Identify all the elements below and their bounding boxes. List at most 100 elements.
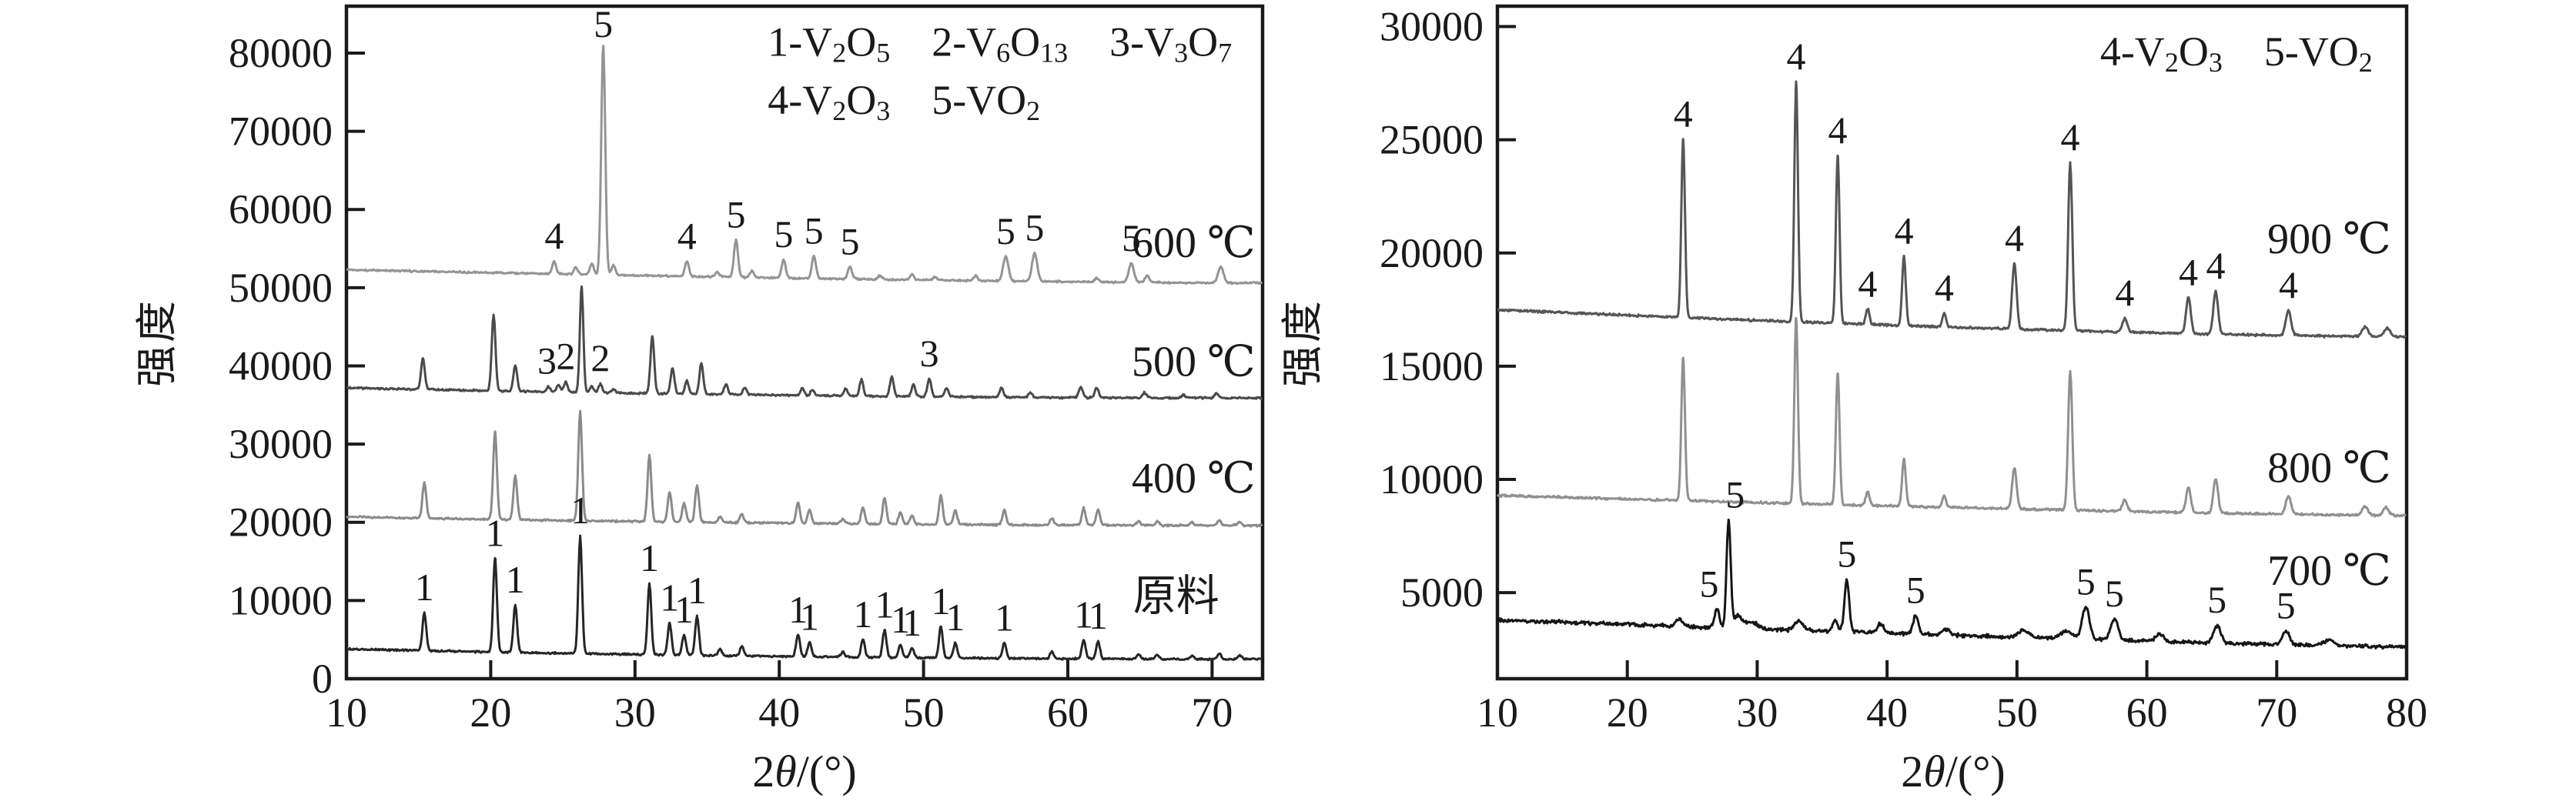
peak-label: 3 bbox=[920, 332, 939, 375]
curve-900c bbox=[1497, 80, 2407, 339]
peak-label: 4 bbox=[1674, 92, 1693, 135]
series-label-curve-400c: 400 ℃ bbox=[1132, 455, 1256, 502]
y-tick-label: 0 bbox=[312, 656, 333, 702]
series-label-curve-900c: 900 ℃ bbox=[2267, 215, 2391, 263]
curve-700c bbox=[1496, 518, 2407, 650]
peak-label: 1 bbox=[660, 576, 679, 619]
peak-label: 1 bbox=[902, 601, 922, 644]
x-axis-label: 2θ/(°) bbox=[752, 746, 856, 796]
y-tick-label: 20000 bbox=[1380, 230, 1484, 276]
y-tick-label: 5000 bbox=[1400, 569, 1484, 616]
y-tick-label: 30000 bbox=[229, 421, 333, 467]
x-tick-label: 10 bbox=[326, 689, 367, 736]
series-label-curve-700c: 700 ℃ bbox=[2267, 547, 2391, 595]
peak-label: 5 bbox=[726, 192, 745, 235]
peak-label: 4 bbox=[1787, 35, 1806, 78]
y-tick-label: 50000 bbox=[229, 265, 333, 311]
peak-label: 1 bbox=[891, 598, 910, 641]
curve-800c bbox=[1496, 316, 2407, 518]
x-tick-label: 10 bbox=[1477, 689, 1518, 736]
x-tick-label: 40 bbox=[1866, 689, 1908, 736]
peak-label: 1 bbox=[1089, 594, 1108, 637]
y-tick-label: 10000 bbox=[1380, 456, 1484, 502]
x-tick-label: 50 bbox=[903, 689, 945, 736]
legend-line: 4-V2O3 5-VO2 bbox=[2100, 28, 2373, 78]
peak-label: 1 bbox=[506, 558, 525, 601]
peak-label: 5 bbox=[996, 209, 1015, 252]
y-tick-label: 10000 bbox=[229, 577, 333, 623]
y-tick-label: 25000 bbox=[1380, 117, 1484, 163]
peak-label: 5 bbox=[2277, 584, 2296, 627]
peak-label: 1 bbox=[1074, 593, 1093, 636]
peak-label: 4 bbox=[1935, 266, 1954, 309]
x-tick-label: 60 bbox=[2126, 689, 2168, 736]
x-tick-label: 70 bbox=[2256, 689, 2297, 736]
legend-line: 1-V2O5 2-V6O13 3-V3O7 bbox=[768, 19, 1232, 68]
peak-label: 5 bbox=[1906, 569, 1925, 612]
peak-label: 4 bbox=[1895, 209, 1914, 252]
peak-label: 5 bbox=[2076, 560, 2096, 603]
peak-label: 4 bbox=[1828, 109, 1848, 152]
series-label-curve-raw: 原料 bbox=[1133, 573, 1219, 620]
x-tick-label: 20 bbox=[470, 689, 511, 736]
series-label-curve-600c: 600 ℃ bbox=[1132, 219, 1256, 267]
y-tick-label: 40000 bbox=[229, 342, 333, 389]
peak-label: 4 bbox=[677, 215, 697, 258]
peak-label: 1 bbox=[945, 596, 965, 639]
peak-label: 4 bbox=[544, 214, 564, 257]
x-tick-label: 30 bbox=[614, 689, 656, 736]
peak-label: 2 bbox=[556, 335, 575, 378]
peak-label: 5 bbox=[1025, 205, 1044, 249]
x-tick-label: 50 bbox=[1996, 689, 2038, 736]
peak-label: 4 bbox=[1858, 262, 1877, 305]
peak-label: 1 bbox=[800, 595, 819, 638]
y-axis-label: 强度 bbox=[134, 298, 180, 387]
peak-label: 5 bbox=[1837, 533, 1856, 576]
peak-label: 1 bbox=[788, 588, 808, 631]
peak-label: 4 bbox=[2206, 244, 2225, 287]
peak-label: 1 bbox=[486, 511, 505, 554]
y-tick-label: 20000 bbox=[229, 499, 333, 546]
peak-label: 1 bbox=[932, 579, 951, 623]
peak-label: 5 bbox=[1122, 216, 1141, 259]
series-label-curve-500c: 500 ℃ bbox=[1132, 338, 1256, 386]
x-tick-label: 60 bbox=[1047, 689, 1089, 736]
peak-label: 5 bbox=[1725, 472, 1745, 516]
peak-label: 5 bbox=[805, 209, 824, 252]
x-tick-label: 20 bbox=[1607, 689, 1648, 736]
y-axis-label: 强度 bbox=[1280, 298, 1326, 387]
y-tick-label: 70000 bbox=[229, 109, 333, 155]
curve-500c bbox=[346, 285, 1263, 400]
xrd-right: 10 20 30 40 50 60 70 80 5000 10000 15000 20000 25000… bbox=[1280, 3, 2427, 796]
y-tick-label: 80000 bbox=[229, 30, 333, 76]
curve-raw bbox=[346, 534, 1263, 662]
peak-label: 1 bbox=[570, 489, 590, 532]
peak-label: 5 bbox=[2105, 572, 2124, 615]
peak-label: 5 bbox=[841, 219, 860, 262]
curve-400c bbox=[345, 409, 1263, 528]
peak-label: 1 bbox=[853, 593, 872, 636]
peak-label: 4 bbox=[2279, 263, 2298, 306]
peak-label: 5 bbox=[774, 212, 793, 255]
peak-label: 4 bbox=[2061, 115, 2080, 159]
y-tick-label: 15000 bbox=[1380, 343, 1484, 389]
peak-label: 1 bbox=[687, 569, 707, 612]
peak-label: 1 bbox=[640, 536, 659, 579]
peak-label: 1 bbox=[674, 588, 694, 631]
x-axis-label: 2θ/(°) bbox=[1901, 746, 2005, 796]
peak-label: 4 bbox=[2115, 271, 2134, 314]
peak-label: 3 bbox=[537, 339, 557, 382]
peak-label: 5 bbox=[594, 2, 613, 45]
y-tick-label: 60000 bbox=[229, 186, 333, 232]
plot-frame bbox=[1495, 4, 2409, 681]
x-tick-label: 30 bbox=[1736, 689, 1778, 736]
peak-label: 2 bbox=[590, 336, 610, 379]
x-tick-label: 70 bbox=[1191, 689, 1233, 736]
peak-label: 1 bbox=[995, 596, 1014, 639]
peak-label: 4 bbox=[2005, 216, 2024, 259]
peak-label: 5 bbox=[2207, 578, 2226, 621]
curve-600c bbox=[346, 45, 1263, 285]
peak-label: 1 bbox=[875, 583, 895, 626]
